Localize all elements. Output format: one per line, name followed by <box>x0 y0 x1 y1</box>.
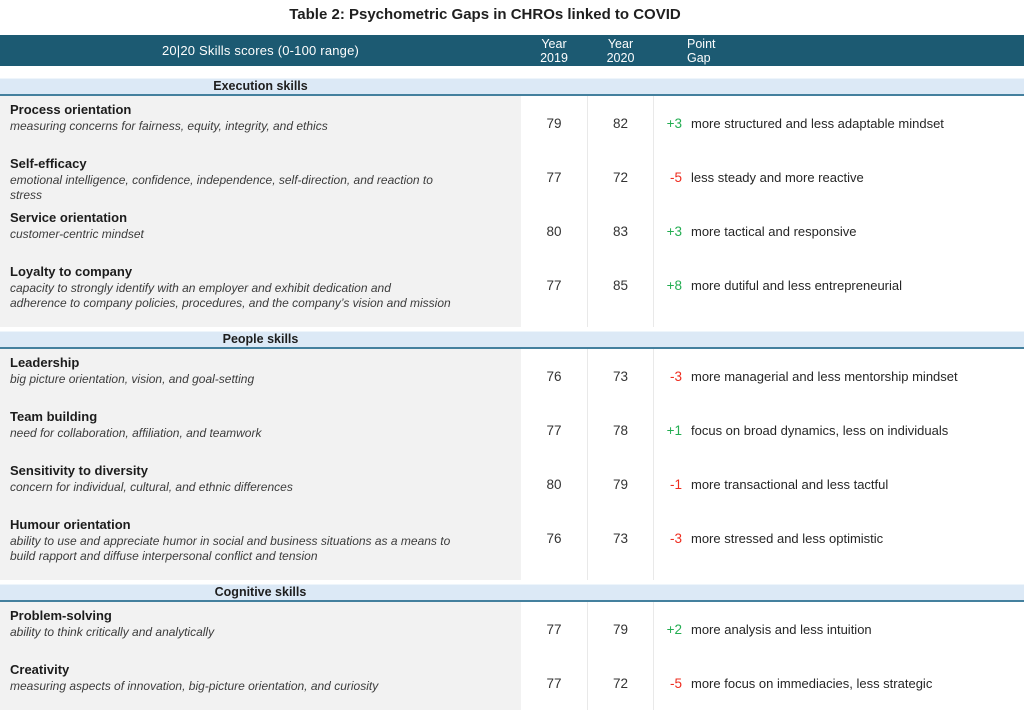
gap-note: focus on broad dynamics, less on individ… <box>691 423 949 438</box>
score-2019: 76 <box>546 369 562 384</box>
section-body-execution: Process orientation measuring concerns f… <box>0 96 1024 327</box>
skill-description: big picture orientation, vision, and goa… <box>10 372 255 386</box>
gap-note: more managerial and less mentorship mind… <box>691 369 958 384</box>
header-skills-label: 20|20 Skills scores (0-100 range) <box>161 43 360 58</box>
skill-name: Leadership <box>10 355 80 370</box>
skill-description: measuring concerns for fairness, equity,… <box>10 119 328 133</box>
score-2020: 79 <box>612 477 629 492</box>
skill-name: Sensitivity to diversity <box>10 463 148 478</box>
gap-value: -3 <box>669 369 682 384</box>
gap-note: more stressed and less optimistic <box>691 531 884 546</box>
gap-note: more focus on immediacies, less strategi… <box>691 676 933 691</box>
skill-description: need for collaboration, affiliation, and… <box>10 426 262 440</box>
section-band-cognitive: Cognitive skills <box>0 584 1024 602</box>
gap-value: -1 <box>669 477 682 492</box>
header-year-2020: Year 2020 <box>606 36 635 65</box>
gap-value: +3 <box>666 116 682 131</box>
score-2019: 80 <box>546 224 562 239</box>
skill-description: ability to think critically and analytic… <box>10 625 215 639</box>
skill-name: Creativity <box>10 662 70 677</box>
section-label: People skills <box>222 332 299 346</box>
gap-value: -3 <box>669 531 682 546</box>
skill-description: emotional intelligence, confidence, inde… <box>10 173 433 202</box>
gap-note: more structured and less adaptable minds… <box>691 116 944 131</box>
section-label: Execution skills <box>213 79 308 93</box>
section-band-people: People skills <box>0 331 1024 349</box>
gap-value: +3 <box>666 224 682 239</box>
title-area: Table 2: Psychometric Gaps in CHROs link… <box>0 0 970 35</box>
table-row: Problem-solving ability to think critica… <box>0 605 1024 640</box>
page-title: Table 2: Psychometric Gaps in CHROs link… <box>289 6 681 23</box>
score-2019: 76 <box>546 531 562 546</box>
score-2020: 78 <box>612 423 629 438</box>
table-row: Service orientation customer-centric min… <box>0 207 1024 242</box>
score-2019: 77 <box>546 622 562 637</box>
column-divider <box>653 349 654 580</box>
spacer <box>0 66 1024 78</box>
skill-description: capacity to strongly identify with an em… <box>10 281 451 310</box>
gap-note: more transactional and less tactful <box>691 477 889 492</box>
score-2020: 85 <box>612 278 629 293</box>
description-column-background <box>0 96 521 327</box>
column-divider <box>587 602 588 710</box>
column-divider <box>653 602 654 710</box>
skill-name: Loyalty to company <box>10 264 133 279</box>
skill-description: customer-centric mindset <box>10 227 144 241</box>
header-year-2019: Year 2019 <box>540 36 568 65</box>
gap-value: -5 <box>669 170 682 185</box>
gap-note: less steady and more reactive <box>691 170 864 185</box>
score-2019: 77 <box>546 278 562 293</box>
gap-value: -5 <box>669 676 682 691</box>
skill-name: Process orientation <box>10 102 132 117</box>
table-row: Team building need for collaboration, af… <box>0 406 1024 441</box>
table-row: Sensitivity to diversity concern for ind… <box>0 460 1024 495</box>
gap-note: more analysis and less intuition <box>691 622 872 637</box>
score-2020: 79 <box>612 622 629 637</box>
skill-name: Self-efficacy <box>10 156 87 171</box>
score-2019: 79 <box>546 116 562 131</box>
column-divider <box>587 349 588 580</box>
score-2019: 77 <box>546 676 562 691</box>
score-2020: 73 <box>612 369 629 384</box>
section-body-people: Leadership big picture orientation, visi… <box>0 349 1024 580</box>
score-2019: 77 <box>546 423 562 438</box>
skill-description: ability to use and appreciate humor in s… <box>10 534 451 563</box>
table-row: Creativity measuring aspects of innovati… <box>0 659 1024 694</box>
skill-description: concern for individual, cultural, and et… <box>10 480 293 494</box>
skill-description: measuring aspects of innovation, big-pic… <box>10 679 379 693</box>
table-row: Loyalty to company capacity to strongly … <box>0 261 1024 311</box>
section-body-cognitive: Problem-solving ability to think critica… <box>0 602 1024 710</box>
score-2020: 72 <box>612 170 629 185</box>
column-divider <box>587 96 588 327</box>
skill-name: Humour orientation <box>10 517 131 532</box>
gap-note: more tactical and responsive <box>691 224 857 239</box>
gap-note: more dutiful and less entrepreneurial <box>691 278 903 293</box>
gap-value: +8 <box>666 278 682 293</box>
header-point-gap: Point Gap <box>687 36 716 65</box>
gap-value: +1 <box>666 423 682 438</box>
table-row: Humour orientation ability to use and ap… <box>0 514 1024 564</box>
score-2019: 77 <box>546 170 562 185</box>
gap-value: +2 <box>666 622 682 637</box>
section-label: Cognitive skills <box>214 585 307 599</box>
description-column-background <box>0 349 521 580</box>
score-2019: 80 <box>546 477 562 492</box>
score-2020: 72 <box>612 676 629 691</box>
score-2020: 82 <box>612 116 629 131</box>
section-band-execution: Execution skills <box>0 78 1024 96</box>
table-row: Leadership big picture orientation, visi… <box>0 352 1024 387</box>
column-divider <box>653 96 654 327</box>
table-header-row: 20|20 Skills scores (0-100 range) Year 2… <box>0 35 1024 66</box>
skill-name: Problem-solving <box>10 608 112 623</box>
skill-name: Team building <box>10 409 98 424</box>
table-row: Self-efficacy emotional intelligence, co… <box>0 153 1024 203</box>
description-column-background <box>0 602 521 710</box>
skill-name: Service orientation <box>10 210 128 225</box>
table-row: Process orientation measuring concerns f… <box>0 99 1024 134</box>
score-2020: 83 <box>612 224 629 239</box>
score-2020: 73 <box>612 531 629 546</box>
